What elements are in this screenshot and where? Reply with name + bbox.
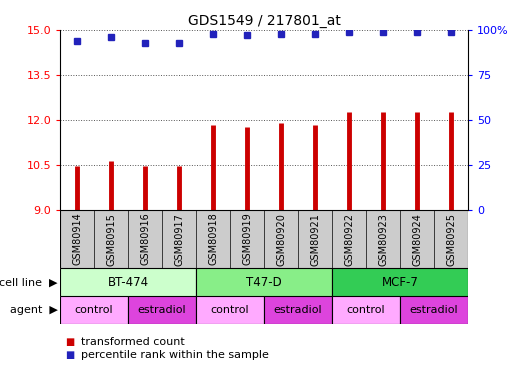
Bar	[332, 268, 468, 296]
Text: agent  ▶: agent ▶	[9, 305, 58, 315]
Text: percentile rank within the sample: percentile rank within the sample	[81, 350, 269, 360]
Text: estradiol: estradiol	[138, 305, 186, 315]
Text: GSM80922: GSM80922	[344, 213, 354, 266]
Text: control: control	[211, 305, 249, 315]
Bar	[400, 296, 468, 324]
Bar	[332, 296, 400, 324]
Bar	[196, 296, 264, 324]
Text: GSM80924: GSM80924	[412, 213, 422, 266]
Bar	[60, 296, 128, 324]
Text: GSM80916: GSM80916	[140, 213, 150, 266]
Text: ■: ■	[65, 337, 75, 347]
Text: GSM80914: GSM80914	[72, 213, 82, 266]
Text: GSM80915: GSM80915	[106, 213, 116, 266]
Text: MCF-7: MCF-7	[382, 276, 418, 289]
Bar	[264, 296, 332, 324]
Text: estradiol: estradiol	[274, 305, 322, 315]
Bar	[128, 296, 196, 324]
Text: T47-D: T47-D	[246, 276, 282, 289]
Bar	[196, 268, 332, 296]
Text: GSM80917: GSM80917	[174, 213, 184, 266]
Text: GSM80925: GSM80925	[446, 213, 456, 266]
Text: BT-474: BT-474	[108, 276, 149, 289]
Text: control: control	[75, 305, 113, 315]
Text: GSM80921: GSM80921	[310, 213, 320, 266]
Text: cell line  ▶: cell line ▶	[0, 277, 58, 287]
Bar	[60, 268, 196, 296]
Text: GSM80923: GSM80923	[378, 213, 388, 266]
Text: GSM80918: GSM80918	[208, 213, 218, 266]
Text: control: control	[347, 305, 385, 315]
Text: GSM80920: GSM80920	[276, 213, 286, 266]
Text: ■: ■	[65, 350, 75, 360]
Text: estradiol: estradiol	[410, 305, 458, 315]
Text: transformed count: transformed count	[81, 337, 185, 347]
Text: GSM80919: GSM80919	[242, 213, 252, 266]
Title: GDS1549 / 217801_at: GDS1549 / 217801_at	[188, 13, 340, 28]
